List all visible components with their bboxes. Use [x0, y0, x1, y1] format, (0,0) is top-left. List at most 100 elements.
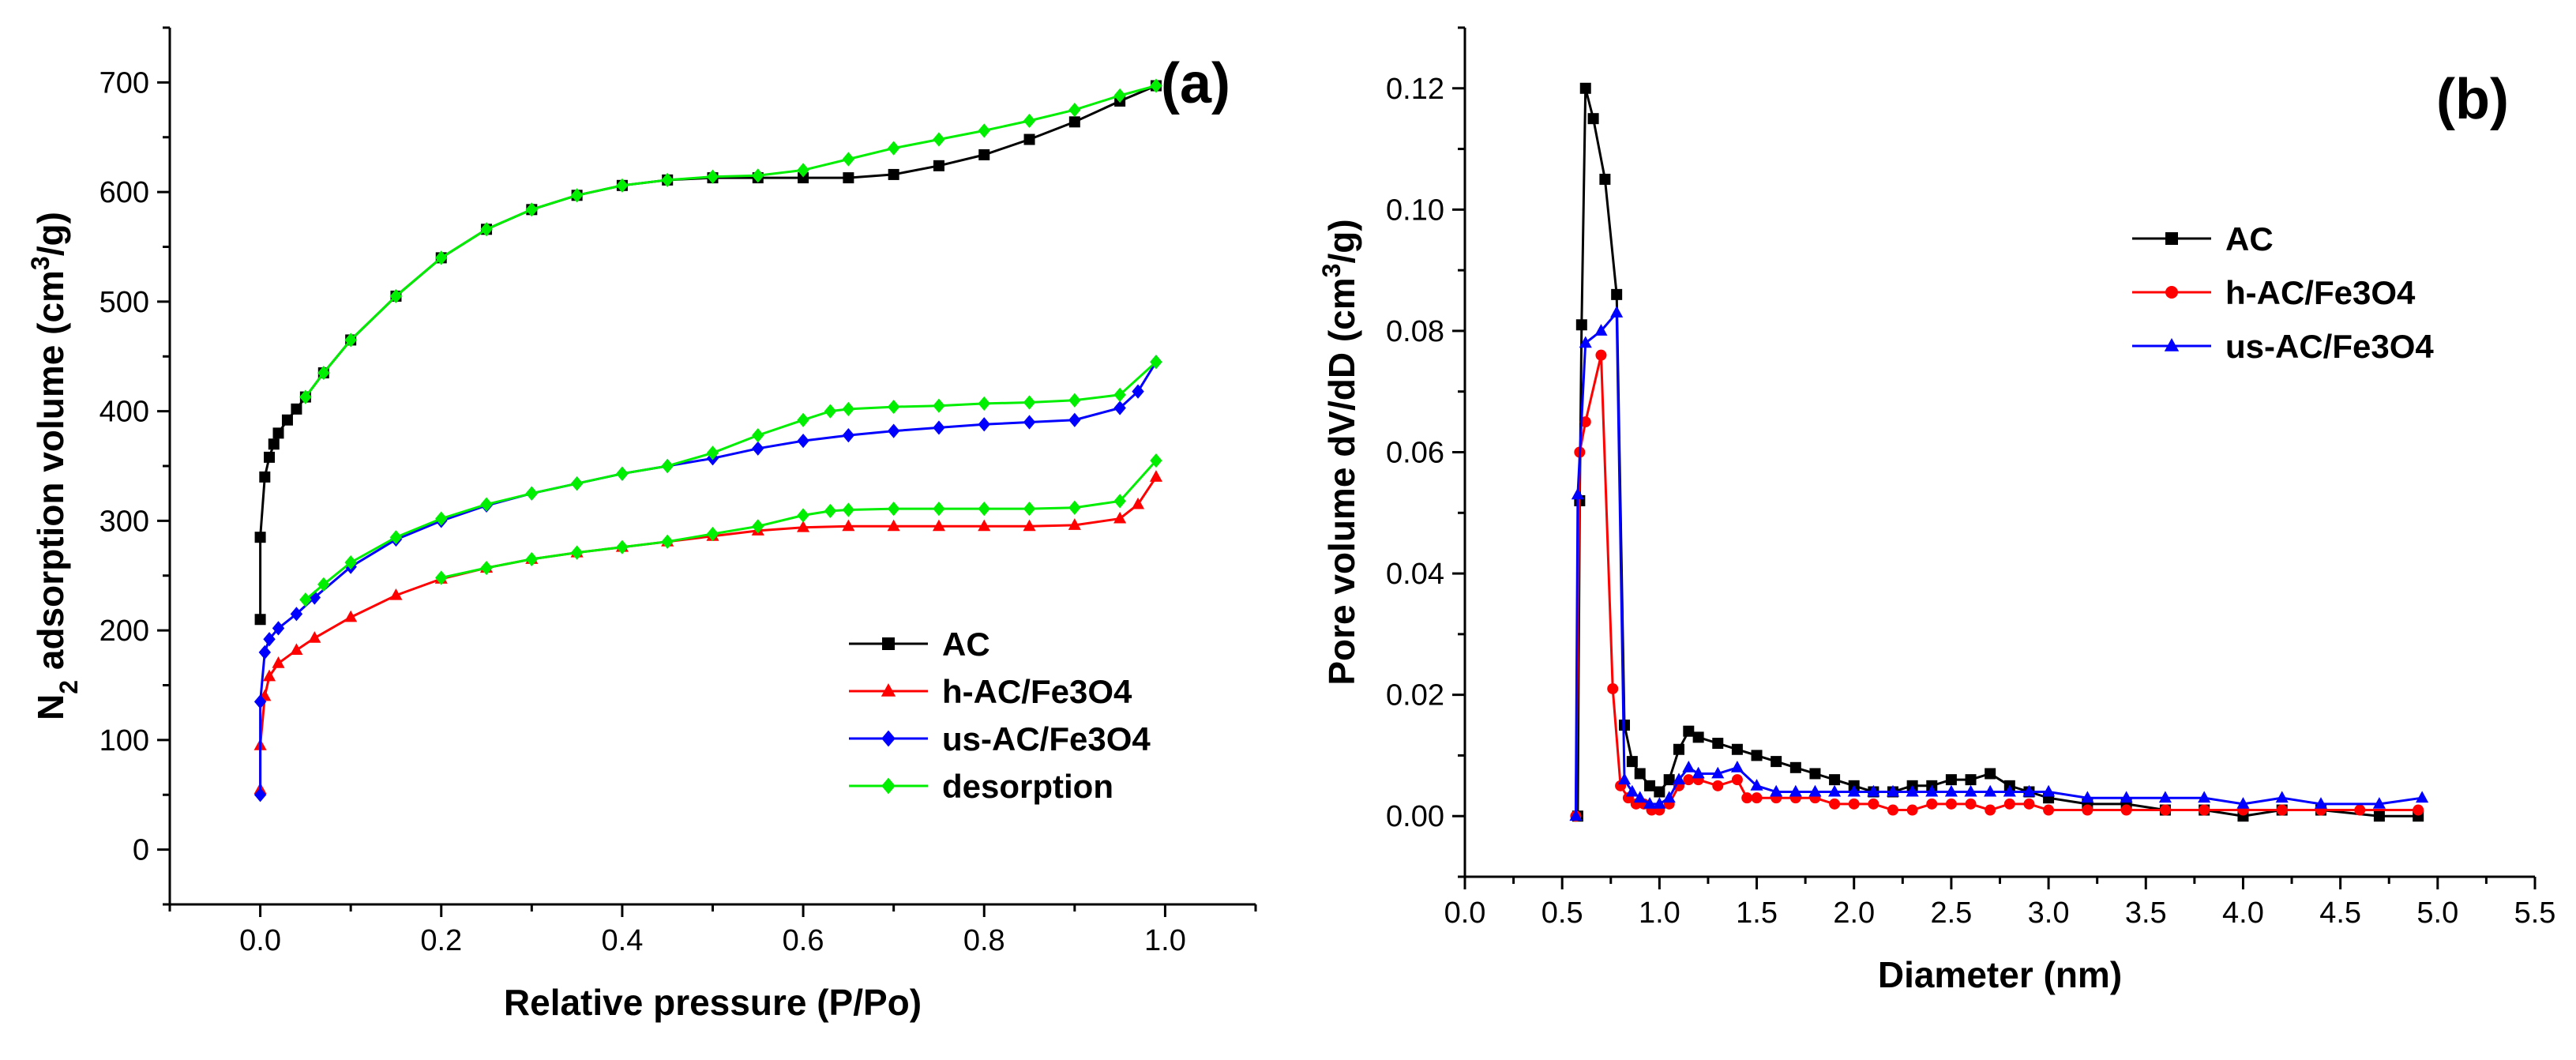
data-point [887, 399, 900, 415]
data-point [887, 141, 900, 156]
data-point [1985, 768, 1996, 780]
y-label-text: Pore volume dV/dD (cm [1321, 277, 1362, 685]
data-point [2158, 791, 2172, 803]
data-point [2120, 791, 2133, 803]
data-point [1750, 779, 1763, 791]
x-tick-label: 0.6 [783, 924, 824, 957]
legend-marker [881, 730, 896, 747]
x-tick-label: 0.0 [1444, 896, 1486, 930]
data-point [661, 534, 674, 549]
data-point [1945, 774, 1957, 786]
data-point [1595, 349, 1607, 361]
data-point [299, 592, 312, 607]
legend-label: h-AC/Fe3O4 [2225, 274, 2416, 311]
legend-marker [2164, 338, 2180, 351]
data-point [1682, 761, 1695, 772]
x-tick-label: 1.0 [1639, 896, 1680, 930]
data-point [1653, 797, 1666, 809]
data-point [344, 555, 357, 570]
data-point [932, 519, 946, 532]
data-point [1625, 784, 1639, 797]
data-point [616, 466, 629, 481]
data-point [1068, 393, 1081, 408]
data-point [1925, 784, 1939, 797]
data-point [1730, 761, 1744, 772]
data-point [797, 412, 809, 427]
y-axis-label: Pore volume dV/dD (cm3/g) [1317, 219, 1362, 685]
data-point [1023, 519, 1036, 532]
legend-marker [881, 777, 896, 795]
data-point [1692, 766, 1705, 779]
y-tick-label: 300 [100, 505, 149, 538]
data-point [1150, 453, 1162, 468]
x-tick-label: 0.5 [1541, 896, 1583, 930]
data-point [2199, 804, 2210, 816]
data-point [887, 502, 900, 517]
y-label-subscript: 2 [54, 680, 83, 694]
data-point [1634, 768, 1646, 780]
y-tick-label: 600 [100, 176, 149, 209]
data-point [798, 172, 809, 184]
data-point [1068, 518, 1081, 530]
data-point [933, 502, 945, 517]
y-label-text: /g) [30, 212, 71, 256]
legend-entry: AC [2132, 220, 2274, 257]
series-line [304, 361, 1158, 601]
x-tick-label: 5.5 [2514, 896, 2556, 930]
chart-panel-b: 0.0 0.5 1.0 1.5 2.0 2.5 3.0 3.5 4.0 4.5 5.0 5.5 0.00… [1317, 26, 2556, 995]
data-point [1887, 804, 1898, 816]
y-tick-label: 500 [100, 286, 149, 319]
data-point [1711, 766, 1725, 779]
y-label-superscript: 3 [1317, 264, 1346, 278]
data-point [2042, 784, 2056, 797]
data-point [1644, 780, 1656, 791]
data-point [525, 551, 539, 567]
data-point [616, 178, 629, 193]
data-point [290, 643, 303, 656]
x-tick-label: 4.5 [2319, 896, 2361, 930]
data-point [254, 614, 266, 626]
legend-marker [2165, 286, 2178, 299]
data-point [1068, 116, 1080, 128]
chart-panel-a: 0.0 0.2 0.4 0.6 0.8 1.0 0 100 200 300 400 500 600 700… [26, 26, 1257, 1023]
data-point [616, 539, 629, 554]
y-tick-label: 0.08 [1386, 315, 1444, 348]
y-tick-label: 0 [133, 834, 149, 867]
data-point [1985, 804, 1996, 816]
legend-label: desorption [942, 768, 1113, 805]
data-point [2373, 810, 2385, 822]
data-point [344, 333, 357, 348]
data-point [1906, 784, 1919, 797]
data-point [435, 250, 448, 265]
legend-label: AC [942, 626, 990, 663]
data-point [1571, 487, 1584, 500]
data-point [2314, 797, 2328, 809]
data-point [1594, 324, 1608, 336]
data-point [978, 123, 990, 138]
data-point [797, 163, 809, 178]
x-axis-label: Diameter (nm) [1878, 954, 2122, 995]
y-tick-label: 0.06 [1386, 437, 1444, 470]
data-point [888, 168, 899, 180]
data-point [262, 669, 276, 682]
data-point [1771, 756, 1782, 768]
data-point [1712, 780, 1724, 791]
y-label-text: adsorption volume (cm [30, 270, 71, 680]
data-point [1131, 497, 1145, 509]
y-tick-label: 400 [100, 396, 149, 429]
data-point [1023, 415, 1036, 430]
data-point [842, 519, 855, 532]
data-point [570, 188, 584, 203]
legend-label: AC [2225, 220, 2274, 257]
y-tick-label: 700 [100, 66, 149, 100]
data-point [1579, 336, 1592, 348]
data-point [797, 508, 809, 523]
data-point [797, 520, 810, 532]
data-point [1611, 288, 1623, 300]
panel-label: (b) [2436, 68, 2509, 131]
data-point [2275, 791, 2289, 803]
data-point [1741, 792, 1753, 804]
legend-label: us-AC/Fe3O4 [2225, 328, 2434, 365]
data-point [1683, 774, 1695, 786]
data-point [525, 486, 539, 501]
